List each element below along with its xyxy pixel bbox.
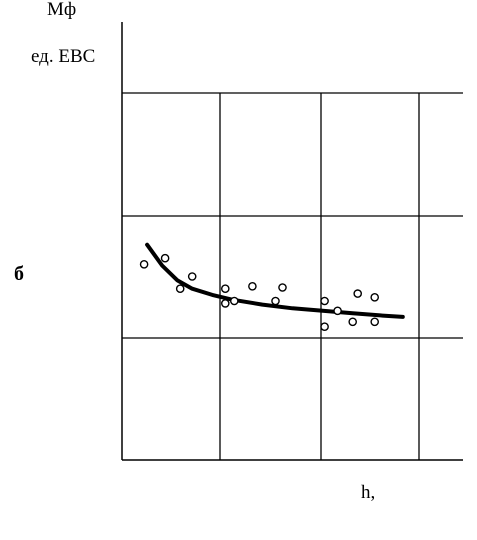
data-point-3 [187,272,197,281]
data-point-0 [139,259,149,269]
data-point-1 [160,253,170,263]
data-point-9 [278,283,287,292]
data-point-14 [353,289,363,298]
data-point-8 [271,296,280,306]
data-point-2 [175,284,185,294]
data-point-10 [320,296,329,306]
grid [122,92,463,460]
data-points [139,253,380,332]
data-point-6 [229,296,239,306]
trend-line [145,242,405,319]
data-point-16 [370,317,380,327]
data-point-15 [370,292,380,302]
y-axis-label-symbol: Мф [47,0,77,20]
data-point-4 [220,284,230,294]
data-point-5 [220,299,230,308]
y-axis-label-unit: ед. ЕВС [31,46,96,67]
data-point-7 [248,281,257,291]
data-point-13 [348,317,358,327]
data-point-12 [333,306,342,316]
data-point-11 [320,322,329,332]
panel-label: б [14,263,24,285]
x-axis-label: h, [361,482,376,503]
